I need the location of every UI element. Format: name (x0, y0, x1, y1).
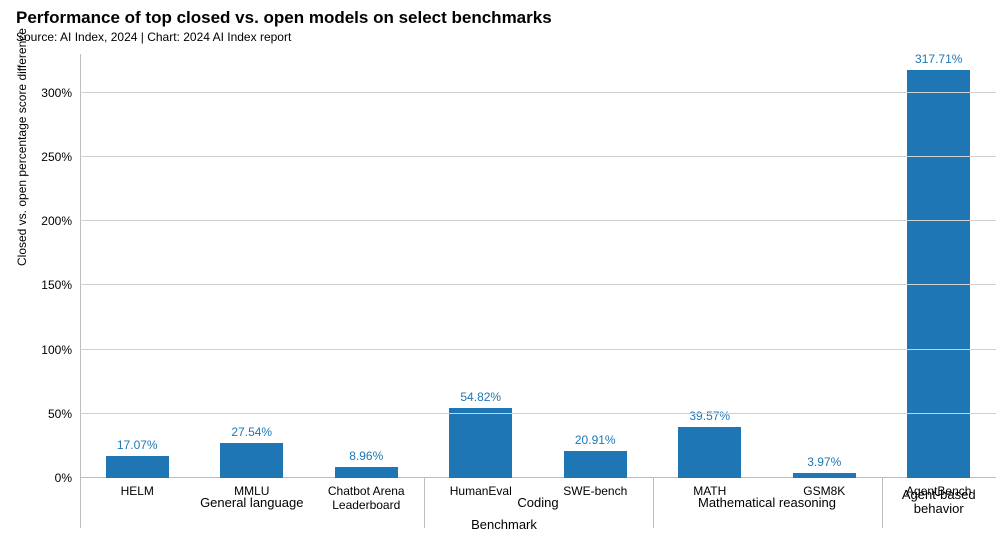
bar-value-label: 20.91% (575, 433, 616, 451)
bar-value-label: 3.97% (807, 455, 841, 473)
bar-value-label: 27.54% (231, 425, 272, 443)
y-tick-label: 0% (55, 471, 80, 485)
x-axis-title: Benchmark (0, 517, 1008, 532)
y-tick-label: 150% (41, 278, 80, 292)
gridline (80, 156, 996, 157)
y-axis-title: Closed vs. open percentage score differe… (15, 28, 29, 266)
plot-area: 17.07% 27.54% 8.96% 54.82% 20.91% 39.57% 3.97%… (80, 54, 996, 478)
gridline (80, 220, 996, 221)
bar-value-label: 8.96% (349, 449, 383, 467)
y-tick-label: 200% (41, 214, 80, 228)
bar: 17.07% (106, 456, 169, 478)
bar: 54.82% (449, 408, 512, 478)
group-label: General language (200, 496, 303, 510)
group-label-row: General language Coding Mathematical reaso… (80, 496, 996, 512)
gridline (80, 349, 996, 350)
gridline (80, 413, 996, 414)
group-label: Mathematical reasoning (698, 496, 836, 510)
bar: 39.57% (678, 427, 741, 478)
bar: 27.54% (220, 443, 283, 478)
y-tick-label: 300% (41, 86, 80, 100)
bar: 20.91% (564, 451, 627, 478)
bar: 317.71% (907, 70, 970, 478)
chart-title: Performance of top closed vs. open model… (16, 8, 992, 28)
bar-value-label: 54.82% (460, 390, 501, 408)
bar-value-label: 17.07% (117, 438, 158, 456)
gridline (80, 284, 996, 285)
bar-value-label: 317.71% (915, 52, 962, 70)
y-tick-label: 50% (48, 407, 80, 421)
y-tick-label: 100% (41, 343, 80, 357)
gridline (80, 92, 996, 93)
group-label: Agent-based behavior (884, 488, 993, 517)
chart-container: Performance of top closed vs. open model… (0, 0, 1008, 536)
bars-layer: 17.07% 27.54% 8.96% 54.82% 20.91% 39.57% 3.97%… (80, 54, 996, 478)
chart-subtitle: Source: AI Index, 2024 | Chart: 2024 AI … (16, 30, 992, 44)
y-tick-label: 250% (41, 150, 80, 164)
group-label: Coding (517, 496, 558, 510)
bar: 8.96% (335, 467, 398, 479)
